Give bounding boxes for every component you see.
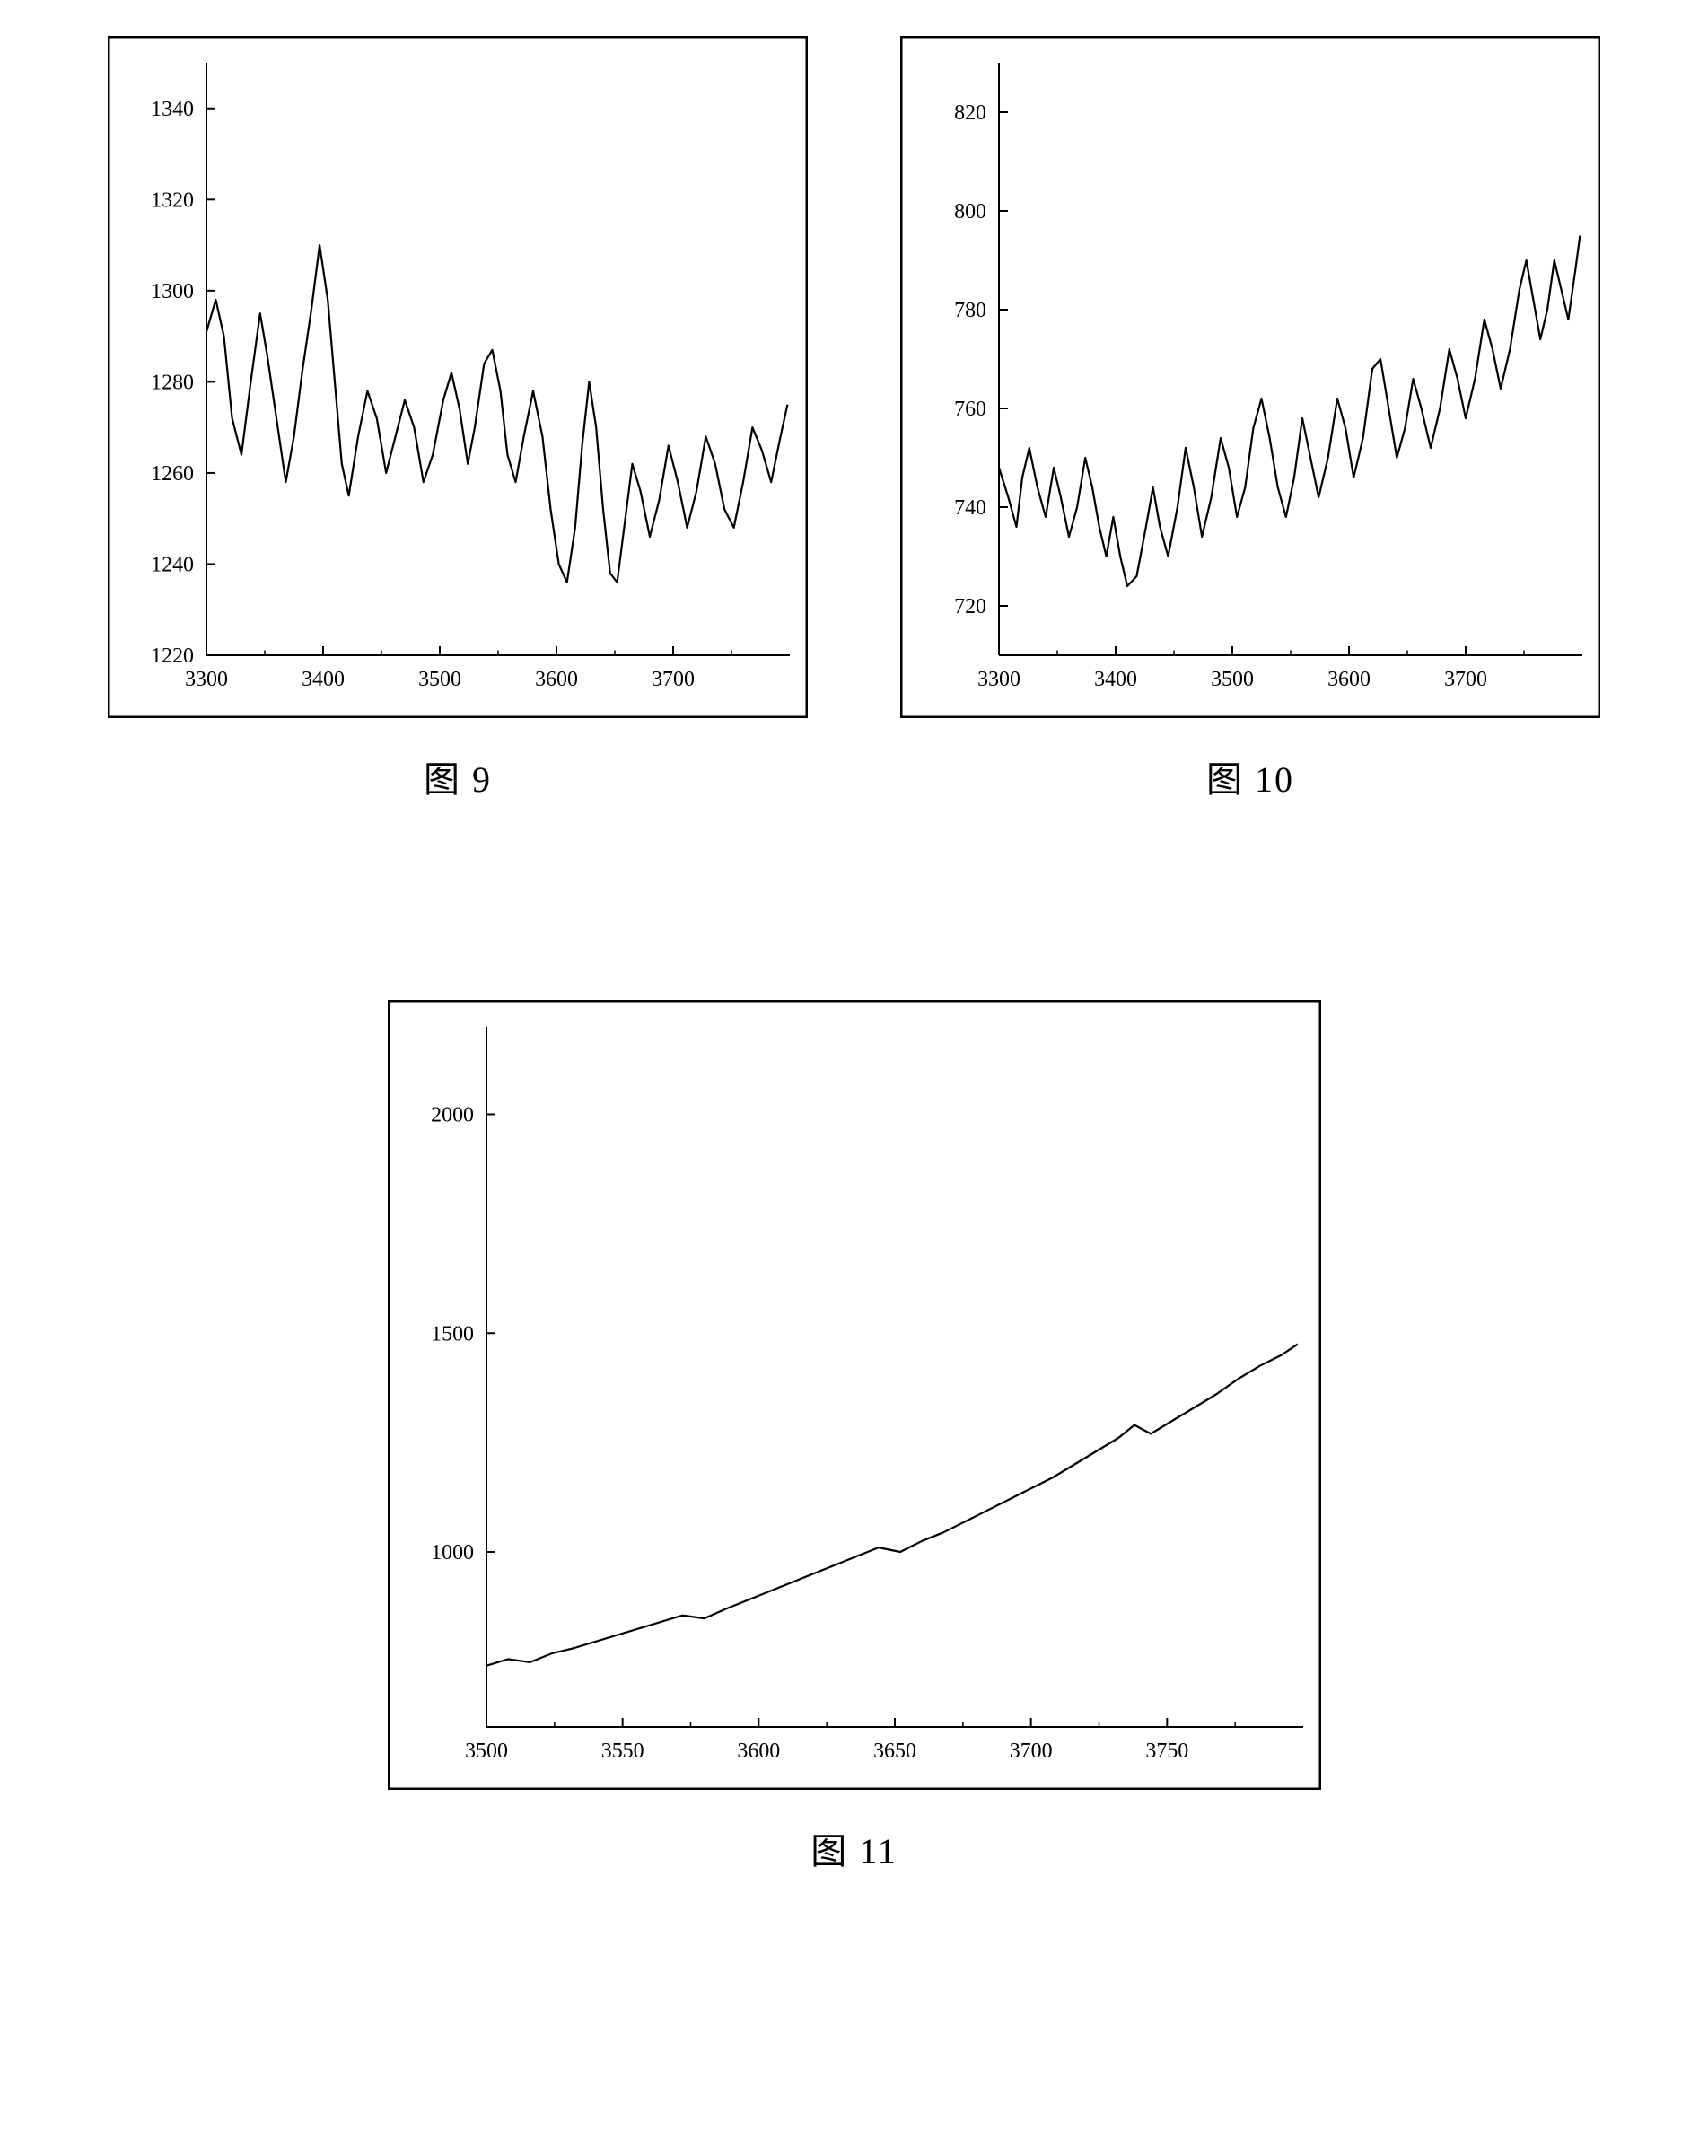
fig9-ytick-label: 1300 <box>151 280 194 303</box>
fig9-ytick-label: 1220 <box>151 644 194 668</box>
fig10-xtick-label: 3300 <box>977 668 1020 691</box>
fig9-xtick-label: 3600 <box>535 668 578 691</box>
fig11-xtick-label: 3550 <box>600 1740 644 1763</box>
fig9-xtick-label: 3400 <box>302 668 345 691</box>
fig11-ytick-label: 2000 <box>431 1104 474 1127</box>
fig9-caption: 图 9 <box>424 750 492 802</box>
fig9-ytick-label: 1260 <box>151 462 194 486</box>
fig10-xtick-label: 3400 <box>1094 668 1137 691</box>
fig10-xtick-label: 3500 <box>1211 668 1254 691</box>
fig10-xtick-label: 3600 <box>1327 668 1371 691</box>
page: 3300 3400 3500 3600 3700 1220 1240 1260 1280 1300… <box>0 0 1708 2156</box>
fig10-ytick-label: 820 <box>954 101 986 125</box>
fig10-outer-frame <box>901 37 1599 717</box>
fig9-xtick-label: 3300 <box>185 668 228 691</box>
fig11-outer-frame <box>389 1001 1320 1789</box>
fig10-ytick-label: 780 <box>954 299 986 322</box>
fig9-ytick-label: 1340 <box>151 98 194 121</box>
fig11-cell: 3500 3550 3600 3650 3700 3750 1000 1500 2000 图 1… <box>388 1000 1321 1874</box>
fig11-chart: 3500 3550 3600 3650 3700 3750 1000 1500 2000 <box>388 1000 1321 1790</box>
fig9-series-line <box>206 245 787 583</box>
fig10-ytick-label: 740 <box>954 496 986 520</box>
fig9-outer-frame <box>109 37 807 717</box>
fig9-svg: 3300 3400 3500 3600 3700 1220 1240 1260 1280 1300… <box>108 36 808 718</box>
fig11-series-line <box>486 1344 1298 1665</box>
fig11-xtick-label: 3600 <box>737 1740 780 1763</box>
fig9-ytick-label: 1320 <box>151 188 194 212</box>
fig11-xtick-label: 3650 <box>873 1740 916 1763</box>
fig10-ytick-label: 720 <box>954 595 986 618</box>
fig10-xtick-label: 3700 <box>1444 668 1487 691</box>
fig10-series-line <box>999 236 1580 587</box>
fig9-cell: 3300 3400 3500 3600 3700 1220 1240 1260 1280 1300… <box>108 36 808 802</box>
fig11-ytick-label: 1000 <box>431 1541 474 1564</box>
fig9-xtick-label: 3500 <box>418 668 461 691</box>
fig9-chart: 3300 3400 3500 3600 3700 1220 1240 1260 1280 1300… <box>108 36 808 718</box>
fig11-xtick-label: 3700 <box>1009 1740 1052 1763</box>
fig11-svg: 3500 3550 3600 3650 3700 3750 1000 1500 2000 <box>388 1000 1321 1790</box>
fig9-xtick-label: 3700 <box>652 668 695 691</box>
fig10-ytick-label: 760 <box>954 398 986 421</box>
fig10-cell: 3300 3400 3500 3600 3700 720 740 760 780 800 820 图… <box>900 36 1600 802</box>
bottom-chart-row: 3500 3550 3600 3650 3700 3750 1000 1500 2000 图 1… <box>0 1000 1708 1874</box>
fig9-ytick-label: 1240 <box>151 553 194 576</box>
fig11-ytick-label: 1500 <box>431 1322 474 1345</box>
fig10-caption: 图 10 <box>1206 750 1294 802</box>
fig11-xtick-label: 3750 <box>1145 1740 1188 1763</box>
fig10-ytick-label: 800 <box>954 200 986 223</box>
fig11-caption: 图 11 <box>810 1822 898 1874</box>
fig11-xtick-label: 3500 <box>465 1740 508 1763</box>
fig10-chart: 3300 3400 3500 3600 3700 720 740 760 780 800 820 <box>900 36 1600 718</box>
fig9-ytick-label: 1280 <box>151 371 194 394</box>
top-chart-row: 3300 3400 3500 3600 3700 1220 1240 1260 1280 1300… <box>0 0 1708 802</box>
fig10-svg: 3300 3400 3500 3600 3700 720 740 760 780 800 820 <box>900 36 1600 718</box>
